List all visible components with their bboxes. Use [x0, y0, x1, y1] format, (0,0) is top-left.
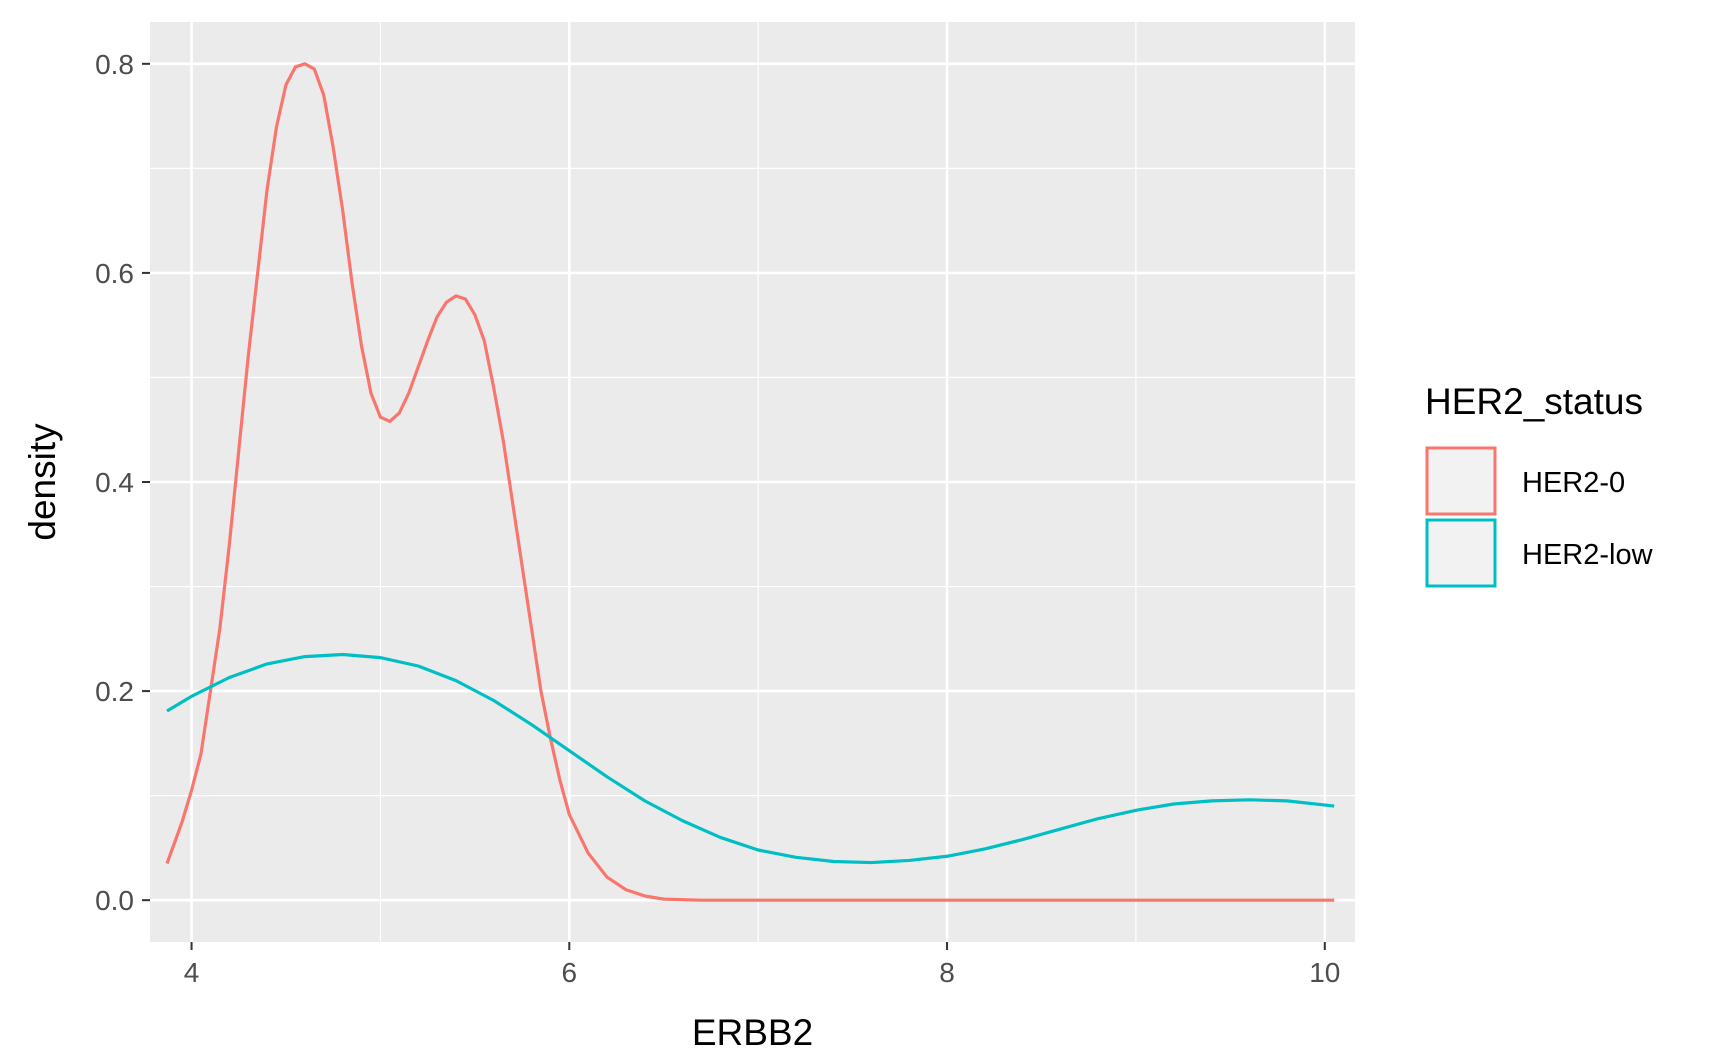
legend-label-HER2-low: HER2-low	[1522, 539, 1654, 571]
y-tick-label: 0.2	[95, 676, 134, 707]
legend: HER2_status HER2-0 HER2-low	[1425, 381, 1654, 588]
x-axis: 4 6 8 10	[184, 942, 1340, 988]
series-layer	[165, 62, 1335, 902]
x-axis-title: ERBB2	[692, 1012, 813, 1053]
legend-key-HER2-low	[1425, 518, 1497, 588]
y-tick-label: 0.6	[95, 258, 134, 289]
legend-label-HER2-0: HER2-0	[1522, 467, 1625, 499]
x-tick-label: 8	[939, 957, 955, 988]
x-tick-label: 10	[1309, 957, 1340, 988]
series-line-HER2-low	[166, 652, 1335, 865]
legend-key-HER2-0	[1425, 446, 1497, 516]
y-axis-title: density	[22, 423, 63, 541]
legend-title: HER2_status	[1425, 381, 1643, 422]
y-tick-label: 0.0	[95, 885, 134, 916]
series-line-HER2-0	[165, 62, 1335, 902]
x-tick-label: 6	[562, 957, 578, 988]
y-tick-label: 0.8	[95, 49, 134, 80]
y-axis: 0.0 0.2 0.4 0.6 0.8	[95, 49, 150, 916]
y-tick-label: 0.4	[95, 467, 134, 498]
x-tick-label: 4	[184, 957, 200, 988]
